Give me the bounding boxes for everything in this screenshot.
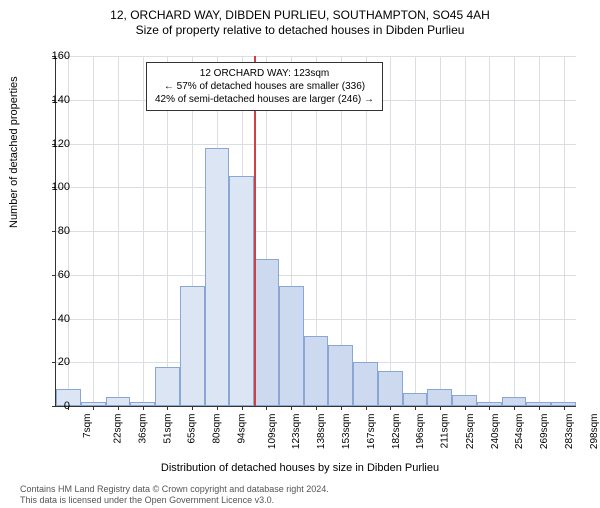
footer-line-2: This data is licensed under the Open Gov… [20,495,600,506]
x-tick-mark [390,406,391,410]
x-tick-mark [539,406,540,410]
annotation-line3: 42% of semi-detached houses are larger (… [155,93,374,106]
histogram-bar [155,367,180,406]
gridline-v [539,56,540,406]
gridline-v [415,56,416,406]
chart-title-main: 12, ORCHARD WAY, DIBDEN PURLIEU, SOUTHAM… [0,8,600,22]
histogram-bar [378,371,403,406]
gridline-v [118,56,119,406]
x-tick-mark [242,406,243,410]
x-tick-mark [167,406,168,410]
x-tick-label: 182sqm [391,414,402,450]
histogram-bar [477,402,502,406]
gridline-v [514,56,515,406]
x-tick-label: 138sqm [316,414,327,450]
histogram-bar [502,397,527,406]
histogram-bar [229,176,254,406]
x-tick-label: 211sqm [439,414,450,449]
x-tick-mark [143,406,144,410]
x-tick-mark [440,406,441,410]
footer-line-1: Contains HM Land Registry data © Crown c… [20,484,600,495]
y-tick-label: 160 [42,50,70,62]
x-tick-mark [192,406,193,410]
x-tick-mark [489,406,490,410]
gridline-v [564,56,565,406]
histogram-bar [551,402,576,406]
chart-title-sub: Size of property relative to detached ho… [0,23,600,37]
x-tick-mark [341,406,342,410]
histogram-bar [328,345,353,406]
histogram-bar [106,397,131,406]
x-tick-mark [316,406,317,410]
x-tick-mark [514,406,515,410]
x-tick-label: 123sqm [292,414,303,450]
y-tick-label: 80 [42,225,70,237]
x-tick-label: 196sqm [415,414,426,450]
y-tick-label: 0 [42,400,70,412]
x-tick-label: 109sqm [267,414,278,450]
footer-attribution: Contains HM Land Registry data © Crown c… [0,484,600,506]
y-tick-label: 140 [42,94,70,106]
x-tick-label: 283sqm [564,414,575,450]
y-tick-label: 40 [42,313,70,325]
gridline-v [440,56,441,406]
annotation-line2: ← 57% of detached houses are smaller (33… [155,80,374,93]
histogram-bar [452,395,477,406]
histogram-bar [403,393,428,406]
x-tick-label: 225sqm [465,414,476,450]
annotation-box: 12 ORCHARD WAY: 123sqm← 57% of detached … [146,62,383,111]
chart-plot-area: 12 ORCHARD WAY: 123sqm← 57% of detached … [55,56,576,407]
x-tick-label: 298sqm [589,414,600,450]
histogram-bar [279,286,304,406]
x-tick-mark [93,406,94,410]
gridline-v [93,56,94,406]
x-tick-label: 254sqm [514,414,525,450]
histogram-bar [526,402,551,406]
y-tick-label: 60 [42,269,70,281]
y-tick-label: 20 [42,356,70,368]
gridline-v [489,56,490,406]
gridline-v [465,56,466,406]
x-axis-label: Distribution of detached houses by size … [0,462,600,474]
x-tick-label: 7sqm [82,414,93,438]
y-tick-label: 120 [42,138,70,150]
gridline-v [390,56,391,406]
x-tick-label: 269sqm [539,414,550,450]
x-tick-label: 80sqm [212,414,223,444]
histogram-bar [427,389,452,407]
histogram-bar [353,362,378,406]
y-tick-label: 100 [42,181,70,193]
x-tick-mark [217,406,218,410]
y-axis-label: Number of detached properties [8,76,20,228]
x-tick-mark [291,406,292,410]
x-tick-label: 153sqm [341,414,352,450]
histogram-bar [130,402,155,406]
x-tick-mark [415,406,416,410]
x-tick-mark [118,406,119,410]
annotation-line1: 12 ORCHARD WAY: 123sqm [155,67,374,80]
x-tick-label: 167sqm [366,414,377,450]
x-tick-label: 51sqm [162,414,173,444]
histogram-bar [205,148,230,406]
x-tick-mark [465,406,466,410]
histogram-bar [180,286,205,406]
histogram-bar [304,336,329,406]
x-tick-label: 94sqm [236,414,247,444]
x-tick-mark [564,406,565,410]
histogram-bar [81,402,106,406]
gridline-v [143,56,144,406]
histogram-bar [254,259,279,406]
x-tick-label: 36sqm [137,414,148,444]
x-tick-label: 65sqm [187,414,198,444]
x-tick-label: 22sqm [113,414,124,444]
x-tick-label: 240sqm [490,414,501,450]
x-tick-mark [266,406,267,410]
x-tick-mark [366,406,367,410]
